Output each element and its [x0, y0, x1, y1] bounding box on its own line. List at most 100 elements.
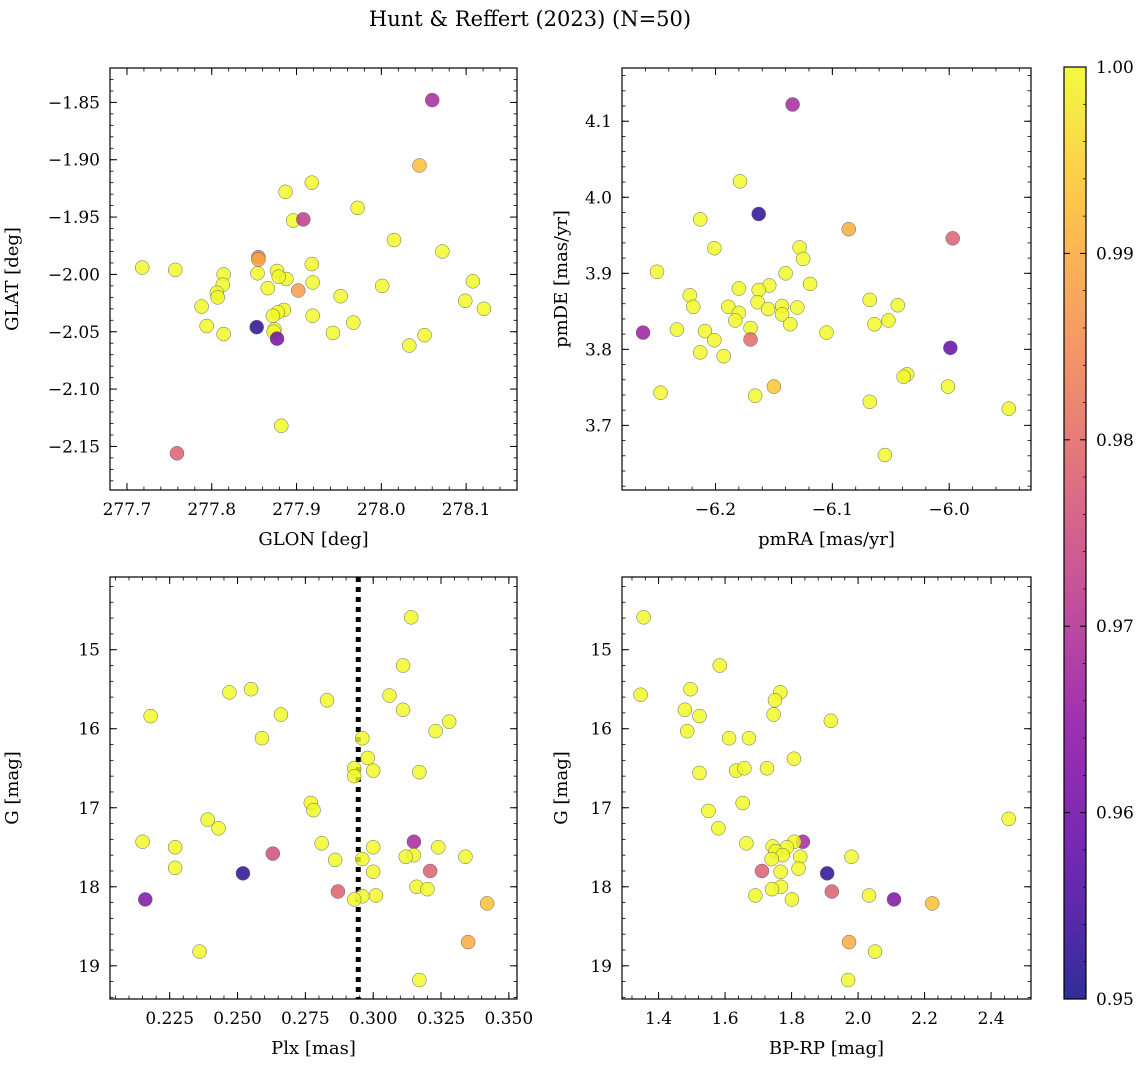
scatter-point: [945, 231, 960, 246]
scatter-point: [635, 325, 651, 340]
scatter-point: [420, 881, 435, 897]
scatter-point: [325, 325, 341, 341]
y-tick-label: 3.7: [585, 416, 612, 436]
scatter-point: [167, 860, 183, 876]
scatter-point: [431, 840, 446, 855]
scatter-point: [636, 610, 651, 625]
panel-cmd: 1.4 1.6 1.8 2.0 2.2 2.4 15 16 17 18 19 BP-RP [mag] G…: [551, 576, 1032, 1059]
scatter-point: [406, 834, 422, 849]
scatter-point: [896, 369, 911, 384]
scatter-point: [412, 972, 427, 988]
scatter-point: [271, 269, 286, 284]
scatter-point: [679, 723, 695, 739]
y-tick-label: 18: [590, 878, 612, 898]
x-tick-label: 0.225: [145, 1009, 194, 1029]
x-tick-label: 278.0: [357, 500, 406, 520]
scatter-point: [327, 852, 343, 868]
y-axis-label: pmDE [mas/yr]: [551, 210, 572, 348]
scatter-point: [683, 681, 698, 697]
scatter-point: [476, 301, 492, 317]
scatter-point: [365, 864, 381, 880]
x-axis-label: pmRA [mas/yr]: [758, 529, 895, 550]
y-axis-label: G [mag]: [551, 751, 572, 824]
x-tick-label: 277.9: [272, 500, 321, 520]
scatter-point: [751, 282, 766, 298]
scatter-point: [304, 175, 320, 190]
scatter-point: [649, 264, 665, 280]
colorbar-frame: [1063, 66, 1087, 1000]
y-tick-label: 18: [78, 878, 100, 898]
scatter-point: [374, 278, 390, 294]
x-tick-label: 2.2: [911, 1009, 938, 1029]
y-tick-label: 16: [78, 720, 100, 740]
scatter-point: [269, 331, 285, 346]
colorbar-tick-label: 0.99: [1096, 244, 1134, 264]
scatter-point: [711, 821, 726, 836]
scatter-point: [243, 681, 259, 697]
scatter-point: [735, 795, 750, 811]
scatter-point: [199, 318, 214, 334]
scatter-point: [764, 881, 780, 897]
x-axis-label: GLON [deg]: [258, 529, 368, 550]
panel-glon-glat: 277.7 277.8 277.9 278.0 278.1 −1.85 −1.90 −1.95…: [2, 67, 518, 550]
x-tick-label: 0.250: [213, 1009, 262, 1029]
scatter-point: [265, 308, 281, 323]
scatter-point: [867, 316, 882, 332]
colorbar-tick-label: 0.97: [1096, 617, 1134, 637]
x-axis-label: Plx [mas]: [271, 1038, 356, 1059]
scatter-point: [350, 200, 365, 216]
scatter-point: [428, 723, 443, 739]
y-tick-label: 15: [590, 641, 612, 661]
scatter-point: [250, 266, 265, 281]
scatter-point: [778, 266, 793, 281]
scatter-point: [249, 319, 264, 335]
scatter-point: [422, 863, 438, 879]
y-tick-label: −1.85: [48, 93, 100, 113]
scatter-point: [304, 256, 320, 272]
scatter-point: [412, 764, 427, 780]
scatter-point: [728, 313, 743, 328]
scatter-point: [862, 292, 877, 308]
scatter-point: [251, 252, 266, 267]
scatter-point: [458, 849, 473, 865]
scatter-point: [200, 812, 215, 827]
panel-plx-g: 0.225 0.250 0.275 0.300 0.325 0.350 15 16 17 18 19…: [2, 576, 533, 1059]
scatter-point: [739, 836, 754, 851]
scatter-point: [402, 338, 417, 353]
scatter-point: [747, 388, 763, 403]
scatter-point: [360, 750, 376, 766]
scatter-point: [790, 300, 805, 315]
axes-frame: [621, 576, 1032, 1000]
scatter-point: [732, 174, 748, 189]
y-tick-label: 19: [590, 957, 612, 977]
scatter-point: [767, 693, 783, 708]
scatter-point: [386, 232, 402, 248]
scatter-point: [346, 768, 362, 784]
y-tick-label: 19: [78, 957, 100, 977]
scatter-point: [750, 294, 765, 310]
scatter-point: [278, 184, 293, 200]
x-tick-label: 277.8: [187, 500, 236, 520]
scatter-point: [737, 760, 752, 776]
colorbar: 0.95 0.96 0.97 0.98 0.99 1.00: [1063, 58, 1134, 1010]
scatter-point: [355, 851, 370, 867]
scatter-point: [305, 308, 320, 323]
y-axis-label: GLAT [deg]: [2, 227, 23, 331]
scatter-point: [365, 840, 381, 855]
panels: 277.7 277.8 277.9 278.0 278.1 −1.85 −1.90 −1.95…: [2, 67, 1032, 1059]
scatter-point: [669, 322, 685, 337]
y-tick-label: −2.05: [48, 323, 100, 343]
scatter-point: [168, 262, 183, 278]
scatter-point: [305, 275, 320, 290]
colorbar-tick-label: 0.98: [1096, 431, 1134, 451]
scatter-point: [819, 866, 835, 881]
scatter-point: [216, 326, 231, 342]
x-tick-label: 277.7: [103, 500, 152, 520]
scatter-point: [403, 610, 419, 625]
scatter-point: [764, 851, 779, 867]
x-axis-label: BP-RP [mag]: [769, 1038, 884, 1059]
scatter-point: [693, 345, 708, 360]
scatter-point: [754, 863, 770, 879]
axes-frame: [621, 67, 1032, 491]
scatter-point: [861, 888, 877, 903]
